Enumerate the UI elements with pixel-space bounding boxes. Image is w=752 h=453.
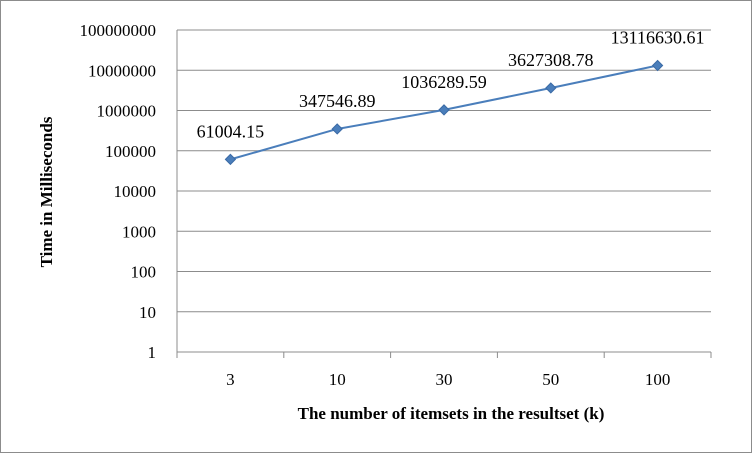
data-labels: 61004.15 347546.89 1036289.59 3627308.78 131… <box>197 28 705 142</box>
data-label: 3627308.78 <box>508 50 594 70</box>
y-tick-label: 1000 <box>122 222 156 241</box>
data-point-marker <box>545 82 557 94</box>
y-tick-label: 1000000 <box>97 102 157 121</box>
data-label: 13116630.61 <box>611 28 705 48</box>
data-point-marker <box>651 59 664 72</box>
y-axis-title: Time in Milliseconds <box>37 116 56 267</box>
series-markers <box>224 59 664 166</box>
data-label: 1036289.59 <box>401 72 487 92</box>
y-tick-label: 10 <box>139 303 156 322</box>
data-point-marker <box>438 104 450 116</box>
x-tick-label: 50 <box>542 370 559 389</box>
x-tick-label: 3 <box>226 370 235 389</box>
y-tick-label: 100 <box>131 263 157 282</box>
y-tick-label: 1 <box>148 343 157 362</box>
x-tick-label: 10 <box>329 370 346 389</box>
x-tick-labels: 3 10 30 50 100 <box>226 370 670 389</box>
y-tick-label: 100000000 <box>80 21 157 40</box>
x-tick-label: 30 <box>436 370 453 389</box>
y-tick-label: 10000 <box>114 182 157 201</box>
y-tick-labels: 1 10 100 1000 10000 100000 1000000 10000000 1000… <box>80 21 157 362</box>
x-axis-title: The number of itemsets in the resultset … <box>298 404 605 423</box>
gridlines <box>176 29 712 358</box>
x-tick-label: 100 <box>645 370 671 389</box>
y-tick-label: 100000 <box>105 142 156 161</box>
data-point-marker <box>331 123 343 135</box>
data-point-marker <box>224 153 237 166</box>
data-label: 347546.89 <box>299 91 376 111</box>
y-tick-label: 10000000 <box>88 61 156 80</box>
data-label: 61004.15 <box>197 121 265 141</box>
